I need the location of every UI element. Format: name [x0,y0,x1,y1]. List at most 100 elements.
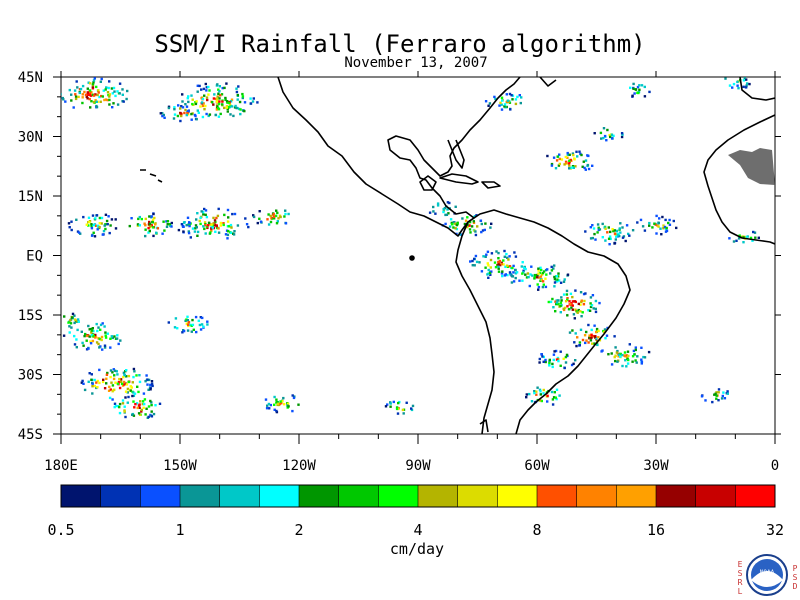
rain-pixel [139,400,142,403]
rain-pixel [185,224,188,227]
rain-pixel [215,97,219,101]
rain-pixel [612,229,615,233]
rain-pixel [196,230,200,234]
rain-pixel [631,360,634,363]
rain-pixel [564,355,568,359]
rain-pixel [580,299,583,302]
rain-pixel [80,330,83,333]
rain-pixel [471,259,474,263]
rain-pixel [661,215,664,219]
lon-label-1: 150W [163,458,197,474]
rain-pixel [90,378,93,381]
rain-pixel [88,89,92,92]
lat-label-2: 15N [18,189,43,205]
rain-pixel [133,370,136,373]
rain-pixel [544,358,547,362]
rain-pixel [69,322,73,325]
rain-pixel [571,295,574,299]
rain-pixel [624,239,627,243]
rain-pixel [145,374,148,377]
rain-pixel [161,112,164,115]
rain-pixel [104,98,108,101]
rain-pixel [291,394,294,397]
rain-pixel [514,98,518,101]
esrl-letter-2: R [738,578,743,587]
rain-pixel [563,306,567,310]
rain-pixel [91,392,94,395]
rain-pixel [196,90,199,93]
rain-pixel [540,273,544,276]
rain-pixel [505,93,508,96]
rain-pixel [74,95,78,98]
rain-pixel [90,333,94,337]
rain-pixel [116,382,120,385]
rain-pixel [428,211,432,214]
rain-pixel [203,221,207,224]
rain-pixel [114,381,117,384]
rain-pixel [621,236,625,239]
rain-pixel [86,87,89,90]
coastline-hawaii [140,169,163,183]
rain-pixel [485,253,488,256]
rain-pixel [94,333,97,337]
rain-pixel [103,344,107,347]
rain-pixel [227,230,230,233]
rain-pixel [472,220,475,223]
rain-pixel [211,101,214,104]
rain-pixel [132,400,135,403]
rain-pixel [185,105,189,108]
rain-pixel [484,266,487,269]
rain-pixel [641,225,645,228]
rain-pixel [548,362,551,365]
rain-pixel [565,161,568,164]
rain-pixel [555,397,558,401]
rain-pixel [551,403,555,406]
rain-pixel [98,216,102,220]
rain-pixel [609,237,612,241]
rain-pixel [574,165,577,168]
rain-pixel [279,215,282,219]
rain-pixel [111,390,114,393]
rain-pixel [559,311,562,314]
rain-pixel [183,111,186,115]
rain-pixel [214,113,217,117]
rain-pixel [552,267,555,270]
rain-pixel [138,413,142,416]
rain-pixel [201,97,205,101]
rain-pixel [455,227,459,231]
rain-pixel [657,222,660,225]
rain-pixel [549,272,552,275]
rain-pixel [227,105,230,109]
rain-pixel [96,379,99,383]
rain-pixel [224,96,227,100]
rain-pixel [636,91,639,94]
rain-pixel [591,342,594,345]
rain-pixel [554,310,557,313]
rain-pixel [536,386,539,389]
rain-pixel [536,283,539,286]
rain-pixel [562,357,565,360]
rain-pixel [603,226,606,229]
rain-region-0 [61,77,129,109]
rain-pixel [587,309,590,312]
rain-pixel [200,210,203,213]
rain-pixel [432,205,435,209]
rain-pixel [578,150,581,153]
rain-pixel [544,360,547,364]
rain-pixel [613,232,617,235]
lon-label-0: 180E [44,458,78,474]
rain-pixel [593,324,596,327]
rain-pixel [621,133,624,136]
rain-region-7 [62,322,122,351]
rain-pixel [82,215,85,219]
rain-pixel [244,217,247,220]
colorbar-swatch-4 [219,485,260,507]
rain-pixel [73,334,76,338]
rain-pixel [548,360,551,363]
rain-pixel [442,210,445,214]
rain-pixel [249,102,253,105]
rain-region-26 [584,222,635,246]
rain-pixel [247,225,250,229]
rain-pixel [85,339,88,342]
rain-pixel [229,223,233,227]
